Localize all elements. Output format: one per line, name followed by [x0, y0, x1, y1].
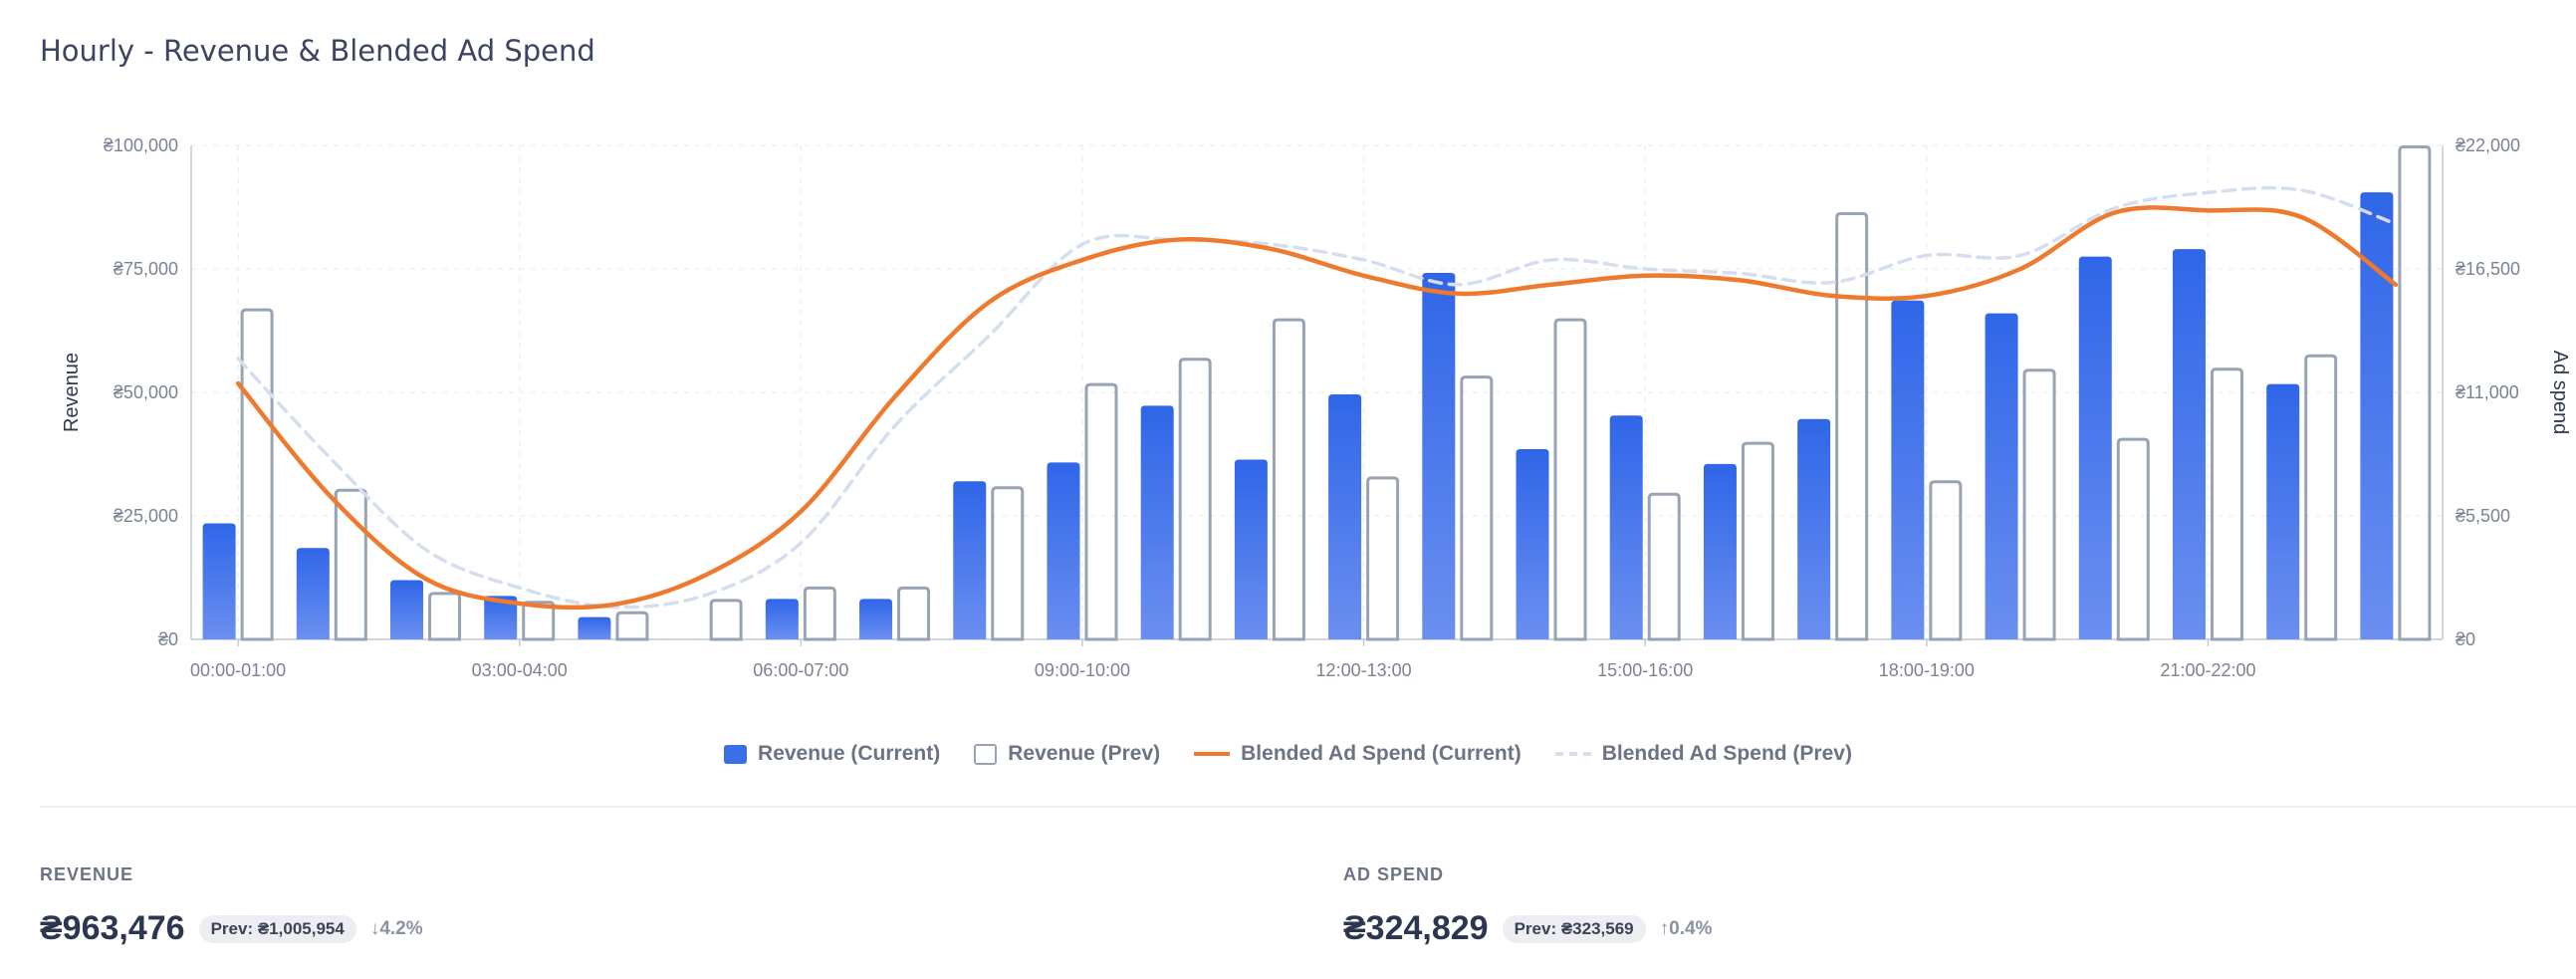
x-tick-label: 21:00-22:00 — [2160, 660, 2255, 680]
bar-revenue-current — [2078, 256, 2112, 639]
legend-label: Blended Ad Spend (Current) — [1241, 742, 1522, 765]
bar-revenue-current — [1328, 393, 1362, 639]
bar-revenue-prev — [1553, 318, 1587, 641]
legend-swatch-revenue-prev — [974, 743, 998, 765]
legend-label: Revenue (Prev) — [1008, 742, 1161, 765]
bar-revenue-current — [953, 481, 987, 639]
bar-revenue-prev — [1929, 480, 1963, 641]
bar-revenue-current — [1891, 300, 1925, 639]
bar-revenue-current — [296, 548, 330, 639]
bar-revenue-prev — [1647, 492, 1681, 641]
y-tick-left: ₴75,000 — [114, 259, 178, 279]
bar-revenue-current — [765, 599, 799, 639]
x-tick-label: 18:00-19:00 — [1879, 660, 1975, 680]
chart-title: Hourly - Revenue & Blended Ad Spend — [40, 34, 595, 68]
y-tick-right: ₴16,500 — [2456, 259, 2520, 279]
legend-revenue-prev[interactable]: Revenue (Prev) — [974, 742, 1160, 766]
x-tick-label: 06:00-07:00 — [753, 660, 848, 680]
chart-legend: Revenue (Current) Revenue (Prev) Blended… — [0, 742, 2576, 766]
adspend-summary: AD SPEND ₴324,829 Prev: ₴323,569 ↑0.4% — [1343, 864, 1712, 948]
bar-revenue-prev — [1084, 382, 1118, 641]
adspend-change: ↑0.4% — [1659, 917, 1713, 939]
line-adspend-prev — [236, 185, 2398, 610]
bar-revenue-current — [1047, 462, 1080, 639]
bar-revenue-current — [859, 599, 893, 639]
bar-revenue-prev — [2210, 367, 2243, 641]
bar-revenue-prev — [334, 488, 367, 641]
x-tick-label: 12:00-13:00 — [1316, 660, 1412, 680]
revenue-summary-label: REVENUE — [40, 864, 134, 884]
y-tick-left: ₴0 — [158, 629, 178, 649]
adspend-summary-label: AD SPEND — [1343, 864, 1445, 884]
bar-revenue-current — [1703, 463, 1737, 639]
legend-label: Blended Ad Spend (Prev) — [1601, 742, 1852, 765]
section-divider — [40, 806, 2576, 808]
bar-revenue-current — [202, 523, 236, 639]
bar-revenue-current — [2360, 192, 2394, 639]
y-tick-left: ₴25,000 — [114, 506, 178, 526]
bar-revenue-current — [1797, 418, 1831, 639]
y-tick-right: ₴22,000 — [2456, 135, 2520, 155]
revenue-summary: REVENUE ₴963,476 Prev: ₴1,005,954 ↓4.2% — [40, 864, 423, 948]
revenue-change: ↓4.2% — [369, 917, 423, 939]
legend-label: Revenue (Current) — [758, 742, 941, 765]
bar-revenue-current — [1422, 272, 1456, 639]
bar-revenue-prev — [991, 486, 1025, 641]
bar-revenue-prev — [428, 592, 462, 641]
y-axis-title-left: Revenue — [61, 353, 83, 432]
legend-revenue-current[interactable]: Revenue (Current) — [724, 742, 940, 766]
revenue-adspend-chart: ₴0 ₴0 ₴25,000 ₴5,500 ₴50,000 ₴11,000 ₴75,000 ₴1… — [61, 135, 2571, 680]
bar-revenue-prev — [2304, 354, 2338, 641]
bar-revenue-current — [390, 580, 424, 639]
line-adspend-current — [235, 205, 2399, 611]
bar-revenue-current — [578, 616, 611, 639]
bar-revenue-prev — [1178, 358, 1212, 641]
bar-revenue-prev — [2116, 437, 2150, 641]
y-tick-right: ₴11,000 — [2456, 382, 2519, 402]
bar-revenue-current — [1609, 415, 1643, 639]
bar-revenue-prev — [2022, 368, 2056, 641]
legend-swatch-adspend-current — [1194, 752, 1231, 756]
bar-revenue-current — [1516, 449, 1549, 639]
revenue-total: ₴963,476 — [40, 909, 185, 947]
x-tick-label: 03:00-04:00 — [472, 660, 568, 680]
bar-revenue-prev — [1460, 375, 1494, 641]
bar-revenue-current — [1985, 313, 2018, 639]
bar-revenue-current — [1234, 459, 1268, 639]
bar-revenue-prev — [1272, 318, 1305, 641]
y-tick-right: ₴0 — [2456, 629, 2475, 649]
adspend-prev-badge: Prev: ₴323,569 — [1502, 914, 1646, 943]
bar-revenue-current — [2266, 383, 2300, 639]
x-tick-label: 09:00-10:00 — [1035, 660, 1130, 680]
legend-adspend-current[interactable]: Blended Ad Spend (Current) — [1194, 742, 1522, 766]
bar-revenue-prev — [1366, 476, 1400, 641]
revenue-prev-badge: Prev: ₴1,005,954 — [198, 914, 356, 943]
bar-revenue-prev — [2398, 145, 2432, 641]
adspend-total: ₴324,829 — [1343, 909, 1489, 947]
legend-adspend-prev[interactable]: Blended Ad Spend (Prev) — [1554, 742, 1852, 766]
bar-revenue-current — [1140, 405, 1174, 639]
bar-revenue-prev — [240, 308, 274, 641]
bar-revenue-prev — [1741, 441, 1774, 641]
legend-swatch-adspend-prev — [1554, 752, 1591, 756]
legend-swatch-revenue-current — [724, 744, 748, 764]
y-tick-left: ₴100,000 — [104, 135, 178, 155]
y-axis-title-right: Ad spend — [2549, 351, 2571, 435]
x-tick-label: 15:00-16:00 — [1597, 660, 1693, 680]
x-tick-label: 00:00-01:00 — [190, 660, 286, 680]
bar-revenue-current — [484, 596, 518, 639]
bar-revenue-prev — [803, 586, 836, 641]
y-tick-right: ₴5,500 — [2456, 506, 2510, 526]
bar-revenue-prev — [897, 586, 931, 641]
bar-revenue-current — [2172, 249, 2206, 639]
bar-revenue-prev — [709, 599, 743, 641]
y-tick-left: ₴50,000 — [114, 382, 178, 402]
bar-revenue-prev — [1835, 211, 1869, 641]
bar-revenue-prev — [615, 611, 649, 641]
